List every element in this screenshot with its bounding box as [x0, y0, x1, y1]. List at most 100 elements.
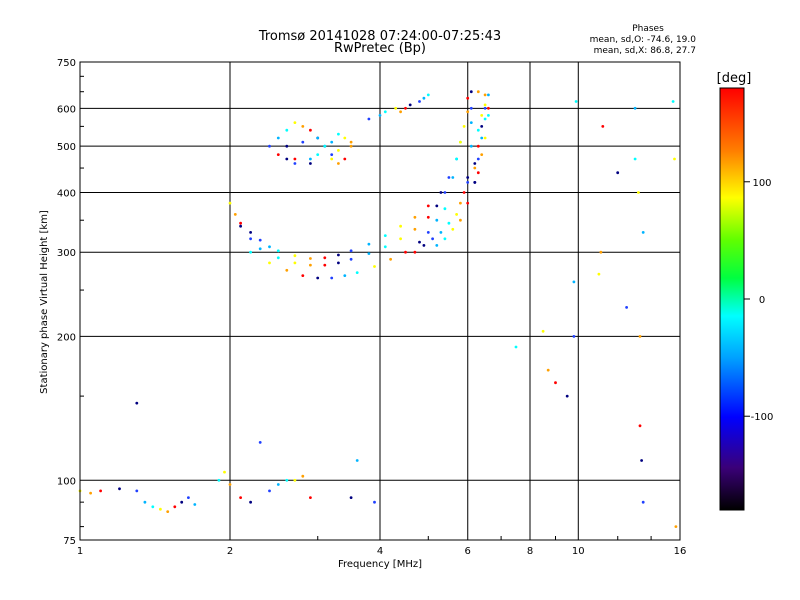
data-point: [355, 459, 359, 462]
data-point: [565, 394, 569, 398]
chart-title-block: Tromsø 20141028 07:24:00-07:25:43 RwPret…: [258, 29, 501, 56]
data-point: [431, 237, 434, 241]
data-point: [399, 237, 402, 241]
data-point: [443, 237, 447, 241]
data-point: [476, 144, 480, 148]
data-point: [373, 500, 376, 504]
data-point: [268, 489, 271, 493]
data-point: [466, 201, 470, 205]
data-point: [355, 271, 359, 274]
data-point: [637, 191, 640, 194]
data-point: [383, 234, 387, 238]
y-tick-label: 200: [57, 332, 76, 343]
data-point: [293, 157, 297, 161]
data-point: [187, 496, 190, 499]
data-point: [633, 157, 637, 161]
data-point: [118, 487, 121, 491]
data-point: [316, 136, 320, 140]
data-point: [249, 250, 253, 254]
data-point: [249, 500, 253, 504]
data-point: [466, 96, 470, 100]
grid-lines: [80, 62, 680, 540]
data-point: [276, 249, 280, 253]
data-point: [439, 231, 443, 234]
data-point: [641, 500, 645, 504]
data-point: [476, 128, 480, 132]
data-point: [337, 132, 340, 136]
data-point: [301, 125, 305, 128]
data-point: [426, 231, 430, 234]
x-tick-label: 10: [572, 546, 585, 557]
data-point: [258, 238, 262, 242]
colorbar: [deg] 100 0 -100: [717, 71, 774, 511]
data-point: [469, 106, 473, 110]
y-tick-label: 100: [57, 476, 76, 487]
data-point: [466, 181, 470, 184]
data-point: [293, 478, 297, 482]
data-point: [399, 224, 402, 228]
data-point: [447, 176, 451, 179]
data-point: [223, 470, 226, 474]
data-point: [476, 90, 480, 94]
data-point: [476, 157, 480, 161]
data-point: [418, 240, 421, 244]
data-point: [276, 256, 280, 260]
data-point: [638, 424, 642, 428]
data-point: [422, 96, 426, 100]
y-tick-label: 750: [57, 58, 76, 69]
data-point: [135, 489, 139, 493]
data-point: [276, 483, 280, 486]
data-point: [455, 213, 458, 216]
data-point: [466, 110, 470, 114]
data-point: [268, 245, 271, 249]
y-tick-label: 500: [57, 142, 76, 153]
data-point: [389, 257, 392, 261]
data-point: [285, 157, 289, 161]
plot-frame: [79, 61, 681, 541]
data-point: [483, 117, 487, 121]
data-point: [99, 489, 102, 493]
data-point: [330, 140, 334, 144]
data-point: [316, 276, 320, 280]
data-point: [330, 276, 334, 280]
data-point: [343, 274, 347, 277]
data-point: [293, 162, 297, 165]
data-point: [301, 474, 305, 478]
data-point: [309, 496, 312, 499]
data-point: [383, 245, 387, 249]
data-point: [217, 478, 221, 482]
x-tick-label: 4: [377, 546, 383, 557]
data-point: [597, 272, 601, 276]
data-point: [276, 136, 280, 140]
data-point: [462, 191, 466, 194]
data-point: [301, 274, 305, 277]
colorbar-tick-label: 100: [752, 178, 771, 189]
y-tick-label: 400: [57, 188, 76, 199]
data-point: [367, 252, 371, 256]
data-point: [469, 121, 473, 124]
data-point: [601, 125, 605, 128]
data-point: [373, 265, 376, 268]
colorbar-tick-label: -100: [751, 412, 774, 423]
data-point: [546, 368, 550, 372]
data-point: [249, 231, 253, 234]
data-point: [309, 157, 312, 161]
data-point: [404, 106, 407, 110]
data-point: [349, 249, 353, 253]
data-point: [367, 242, 371, 246]
data-point: [268, 261, 271, 265]
data-point: [574, 100, 578, 103]
data-point: [228, 483, 232, 486]
data-point: [466, 176, 470, 179]
data-point: [239, 221, 243, 225]
data-point: [541, 329, 545, 333]
data-point: [572, 280, 576, 284]
data-point: [473, 162, 477, 165]
phase-stats-o: mean, sd,O: -74.6, 19.0: [590, 35, 697, 45]
x-axis-label: Frequency [MHz]: [338, 559, 422, 570]
data-point: [367, 117, 371, 121]
data-point: [480, 125, 484, 128]
data-point: [239, 496, 243, 499]
data-point: [483, 103, 487, 107]
